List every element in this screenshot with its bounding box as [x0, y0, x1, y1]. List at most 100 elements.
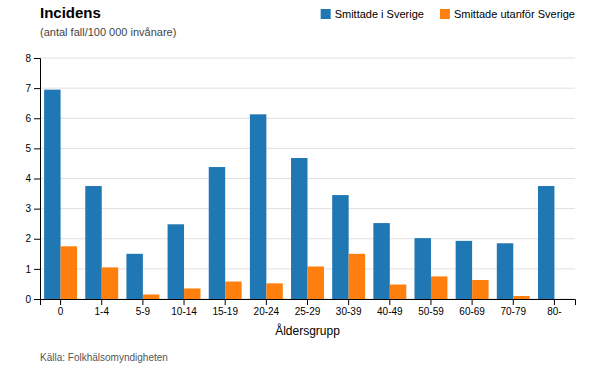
y-tick: 1 [25, 264, 40, 275]
bar [456, 241, 472, 299]
x-tick-label: 0 [58, 306, 64, 317]
y-tick-mark [34, 269, 40, 270]
x-tick: 40-49 [377, 299, 403, 317]
x-tick-mark [225, 299, 226, 305]
bar [538, 186, 554, 299]
x-tick: 20-24 [254, 299, 280, 317]
y-tick-mark [34, 299, 40, 300]
bar [513, 296, 529, 299]
bar [415, 238, 431, 299]
bar [554, 299, 570, 300]
x-axis-title: Åldersgrupp [275, 323, 340, 338]
y-tick-label: 7 [25, 83, 31, 94]
x-axis-line [41, 300, 576, 306]
x-tick: 30-39 [336, 299, 362, 317]
bar [126, 254, 142, 299]
y-tick-mark [34, 148, 40, 149]
y-tick-label: 4 [25, 173, 31, 184]
grid-line [40, 148, 575, 149]
bars [44, 90, 554, 299]
subtitle: (antal fall/100 000 invånare) [40, 26, 176, 38]
x-tick: 15-19 [212, 299, 238, 317]
y-tick: 5 [25, 143, 40, 154]
bar [332, 195, 348, 299]
x-tick-label: 20-24 [254, 306, 280, 317]
x-tick-mark [60, 299, 61, 305]
grid [40, 58, 575, 299]
bar [497, 243, 513, 299]
bar [85, 186, 101, 299]
y-tick: 2 [25, 233, 40, 244]
x-tick-label: 30-39 [336, 306, 362, 317]
legend-label: Smittade i Sverige [335, 8, 424, 20]
x-tick: 10-14 [171, 299, 197, 317]
x-tick-label: 60-69 [459, 306, 485, 317]
x-tick: 70-79 [500, 299, 526, 317]
y-tick-mark [34, 88, 40, 89]
y-tick-label: 1 [25, 264, 31, 275]
plot: 01-45-910-1415-1920-2425-2930-3940-4950-… [25, 53, 575, 317]
bar [184, 288, 200, 299]
x-tick-mark [430, 299, 431, 305]
y-axis: 0 1 2 3 4 5 6 7 8 [25, 53, 40, 305]
bar [225, 282, 241, 299]
y-tick-label: 3 [25, 203, 31, 214]
y-tick: 7 [25, 83, 40, 94]
y-tick: 8 [25, 53, 40, 64]
grid-line [40, 58, 575, 59]
x-tick-mark [184, 299, 185, 305]
x-tick-mark [472, 299, 473, 305]
x-tick-label: 15-19 [212, 306, 238, 317]
x-tick-mark [307, 299, 308, 305]
bar [308, 266, 324, 299]
y-tick: 6 [25, 113, 40, 124]
x-tick-label: 40-49 [377, 306, 403, 317]
x-tick-label: 50-59 [418, 306, 444, 317]
legend-swatch [321, 9, 331, 19]
bar [472, 280, 488, 299]
annotation: Källa: Folkhälsomyndigheten [40, 352, 168, 363]
series [44, 90, 554, 299]
bar [349, 254, 365, 299]
x-tick: 5-9 [136, 299, 151, 317]
x-tick-mark [389, 299, 390, 305]
x-tick-mark [266, 299, 267, 305]
bar [209, 167, 225, 299]
x-tick: 1-4 [95, 299, 110, 317]
bar [61, 246, 77, 299]
y-axis-line [34, 59, 41, 300]
legend-item: Smittade utanför Sverige [440, 8, 575, 20]
x-tick-mark [101, 299, 102, 305]
y-tick-label: 6 [25, 113, 31, 124]
bar [168, 224, 184, 299]
y-tick: 3 [25, 203, 40, 214]
bar [291, 158, 307, 299]
bar [373, 223, 389, 299]
y-tick-mark [34, 209, 40, 210]
y-tick-mark [34, 179, 40, 180]
x-tick: 50-59 [418, 299, 444, 317]
x-tick-label: 70-79 [500, 306, 526, 317]
legend: Smittade i Sverige Smittade utanför Sveri… [321, 8, 575, 20]
series [61, 246, 530, 299]
y-tick-mark [34, 239, 40, 240]
bar [266, 283, 282, 299]
title: Incidens [40, 4, 101, 21]
y-tick: 4 [25, 173, 40, 184]
x-axis: 01-45-910-1415-1920-2425-2930-3940-4950-… [41, 299, 576, 317]
legend-item: Smittade i Sverige [321, 8, 424, 20]
x-tick-label: 10-14 [171, 306, 197, 317]
x-tick-label: 80- [547, 306, 561, 317]
x-tick-mark [348, 299, 349, 305]
y-tick: 0 [25, 294, 40, 305]
x-tick: 80- [547, 299, 561, 317]
bar [250, 114, 266, 299]
y-tick-label: 8 [25, 53, 31, 64]
x-tick: 0 [58, 299, 64, 317]
x-tick-mark [142, 299, 143, 305]
y-tick-mark [34, 118, 40, 119]
legend-label: Smittade utanför Sverige [454, 8, 575, 20]
chart: Incidens (antal fall/100 000 invånare) Smi… [0, 0, 590, 369]
y-tick-mark [34, 58, 40, 59]
legend-swatch [440, 9, 450, 19]
